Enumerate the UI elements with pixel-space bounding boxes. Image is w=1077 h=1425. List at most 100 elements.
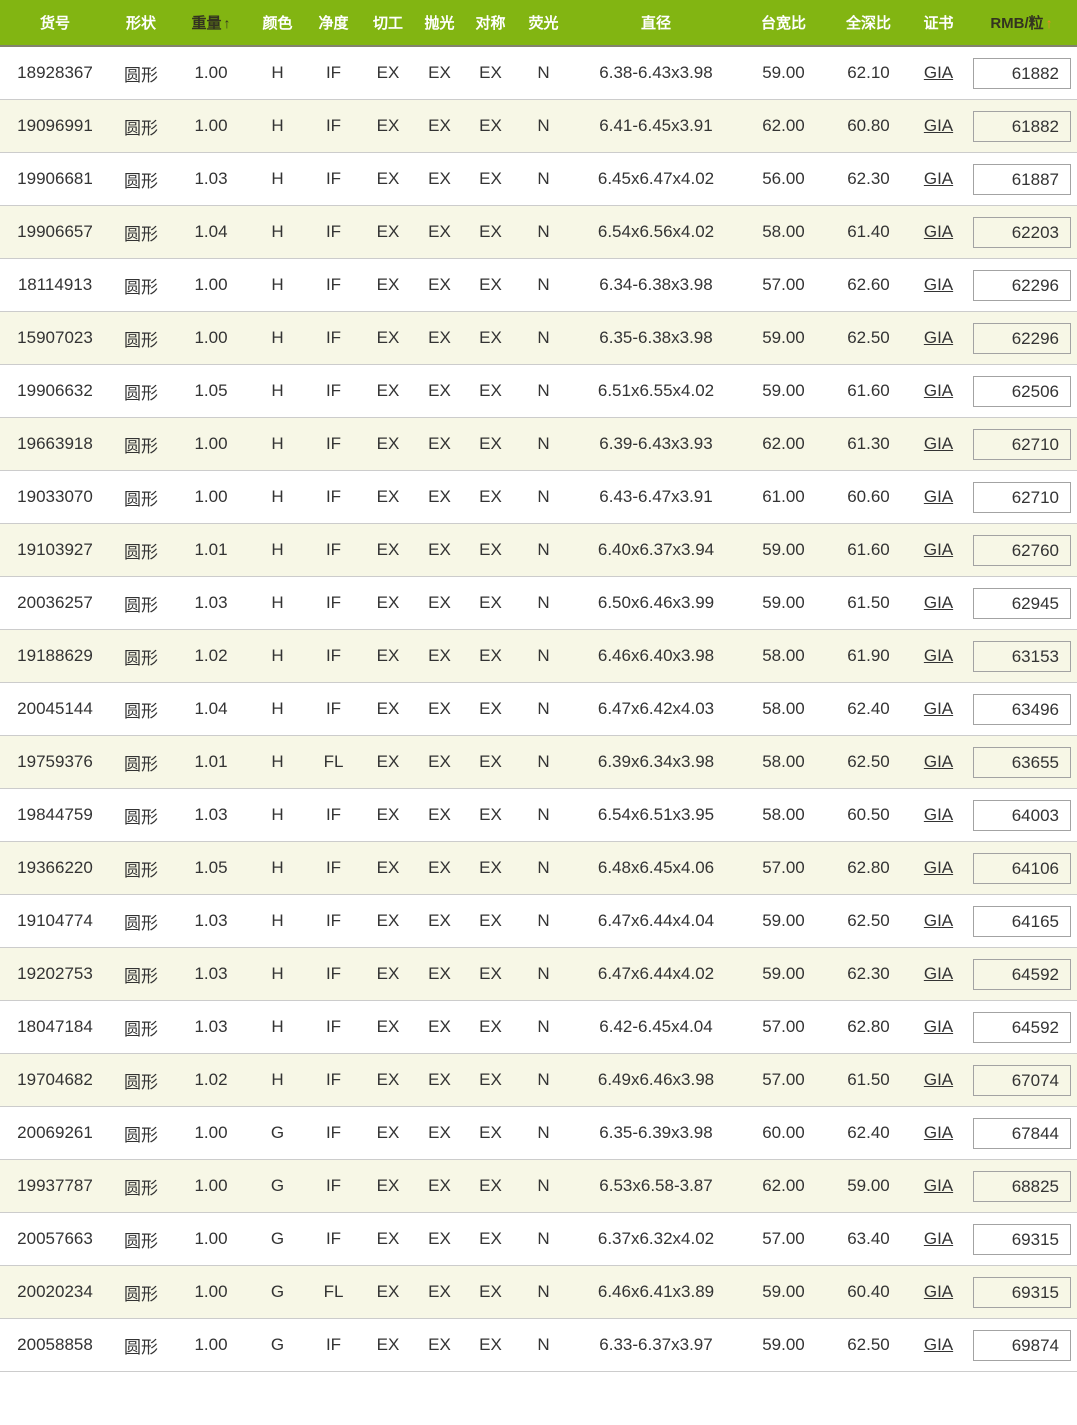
col-header-fluorescence[interactable]: 荧光 [516,0,571,47]
col-header-depth-ratio[interactable]: 全深比 [826,0,911,47]
cert-link[interactable]: GIA [923,964,954,983]
price-input[interactable]: 62296 [973,322,1071,354]
price-input[interactable]: 61887 [973,163,1071,195]
price-input[interactable]: 69874 [973,1329,1071,1361]
price-input[interactable]: 64592 [973,1011,1071,1043]
cert-link[interactable]: GIA [923,1070,954,1089]
price-input[interactable]: 62506 [973,375,1071,407]
price-input[interactable]: 67074 [973,1064,1071,1096]
cell-color: H [250,894,305,948]
price-input[interactable]: 64165 [973,905,1071,937]
col-header-weight[interactable]: 重量 ↑ [172,0,250,47]
col-header-color[interactable]: 颜色 [250,0,305,47]
price-input[interactable]: 62760 [973,534,1071,566]
col-header-certificate[interactable]: 证书 [911,0,966,47]
cell-polish: EX [414,205,465,259]
cert-link[interactable]: GIA [923,222,954,241]
cert-link[interactable]: GIA [923,116,954,135]
cert-link[interactable]: GIA [923,434,954,453]
cell-diameter: 6.41-6.45x3.91 [571,99,741,153]
price-input[interactable]: 68825 [973,1170,1071,1202]
price-input[interactable]: 69315 [973,1276,1071,1308]
cell-cut: EX [362,735,414,789]
price-input[interactable]: 64003 [973,799,1071,831]
cert-link[interactable]: GIA [923,752,954,771]
cert-link[interactable]: GIA [923,1335,954,1354]
col-header-table-ratio[interactable]: 台宽比 [741,0,826,47]
cell-shape: 圆形 [110,735,172,789]
cell-item-no: 19202753 [0,947,110,1001]
cell-symmetry: EX [465,364,516,418]
cell-weight: 1.03 [172,1000,250,1054]
cert-link[interactable]: GIA [923,381,954,400]
price-input[interactable]: 62710 [973,481,1071,513]
cell-table-ratio: 57.00 [741,1000,826,1054]
cert-link[interactable]: GIA [923,63,954,82]
cell-weight: 1.00 [172,1159,250,1213]
sort-asc-icon: ↑ [1045,15,1053,31]
price-input[interactable]: 67844 [973,1117,1071,1149]
price-input[interactable]: 64106 [973,852,1071,884]
price-input[interactable]: 62203 [973,216,1071,248]
cell-clarity: IF [305,205,362,259]
cert-link[interactable]: GIA [923,540,954,559]
price-input[interactable]: 69315 [973,1223,1071,1255]
col-header-cut[interactable]: 切工 [362,0,414,47]
cert-link[interactable]: GIA [923,858,954,877]
price-input[interactable]: 61882 [973,110,1071,142]
cell-weight: 1.02 [172,629,250,683]
col-header-clarity[interactable]: 净度 [305,0,362,47]
cell-color: H [250,841,305,895]
cert-link[interactable]: GIA [923,646,954,665]
cell-weight: 1.03 [172,152,250,206]
cell-diameter: 6.39x6.34x3.98 [571,735,741,789]
table-row: 19096991 圆形 1.00 H IF EX EX EX N 6.41-6.45x3.91 62… [0,99,1077,153]
cert-link[interactable]: GIA [923,1229,954,1248]
cert-link[interactable]: GIA [923,593,954,612]
cell-certificate: GIA [911,1159,966,1213]
col-header-polish[interactable]: 抛光 [414,0,465,47]
col-header-symmetry[interactable]: 对称 [465,0,516,47]
cert-link[interactable]: GIA [923,487,954,506]
cert-link[interactable]: GIA [923,1123,954,1142]
cell-polish: EX [414,788,465,842]
price-input[interactable]: 63153 [973,640,1071,672]
price-input[interactable]: 62945 [973,587,1071,619]
cell-symmetry: EX [465,1000,516,1054]
col-label: 货号 [39,15,70,32]
cert-link[interactable]: GIA [923,1282,954,1301]
cert-link[interactable]: GIA [923,911,954,930]
cell-color: H [250,629,305,683]
col-header-shape[interactable]: 形状 [110,0,172,47]
table-row: 20069261 圆形 1.00 G IF EX EX EX N 6.35-6.39x3.98 60… [0,1106,1077,1160]
cell-shape: 圆形 [110,205,172,259]
cert-link[interactable]: GIA [923,1176,954,1195]
price-input[interactable]: 61882 [973,57,1071,89]
price-input[interactable]: 62710 [973,428,1071,460]
col-header-diameter[interactable]: 直径 [571,0,741,47]
table-row: 19844759 圆形 1.03 H IF EX EX EX N 6.54x6.51x3.95 58… [0,788,1077,842]
price-input[interactable]: 63496 [973,693,1071,725]
cert-link[interactable]: GIA [923,1017,954,1036]
cell-price: 63655 [966,735,1077,789]
col-header-price[interactable]: RMB/粒 ↑ [966,0,1077,47]
cell-weight: 1.00 [172,311,250,365]
cell-item-no: 19096991 [0,99,110,153]
cell-certificate: GIA [911,947,966,1001]
cell-clarity: IF [305,841,362,895]
table-row: 18047184 圆形 1.03 H IF EX EX EX N 6.42-6.45x4.04 57… [0,1000,1077,1054]
cell-certificate: GIA [911,894,966,948]
cert-link[interactable]: GIA [923,328,954,347]
cell-color: H [250,46,305,100]
cert-link[interactable]: GIA [923,805,954,824]
col-header-item-no[interactable]: 货号 [0,0,110,47]
price-input[interactable]: 62296 [973,269,1071,301]
cert-link[interactable]: GIA [923,169,954,188]
cert-link[interactable]: GIA [923,275,954,294]
table-row: 19104774 圆形 1.03 H IF EX EX EX N 6.47x6.44x4.04 59… [0,894,1077,948]
cell-weight: 1.04 [172,205,250,259]
cert-link[interactable]: GIA [923,699,954,718]
price-input[interactable]: 63655 [973,746,1071,778]
price-input[interactable]: 64592 [973,958,1071,990]
cell-certificate: GIA [911,735,966,789]
